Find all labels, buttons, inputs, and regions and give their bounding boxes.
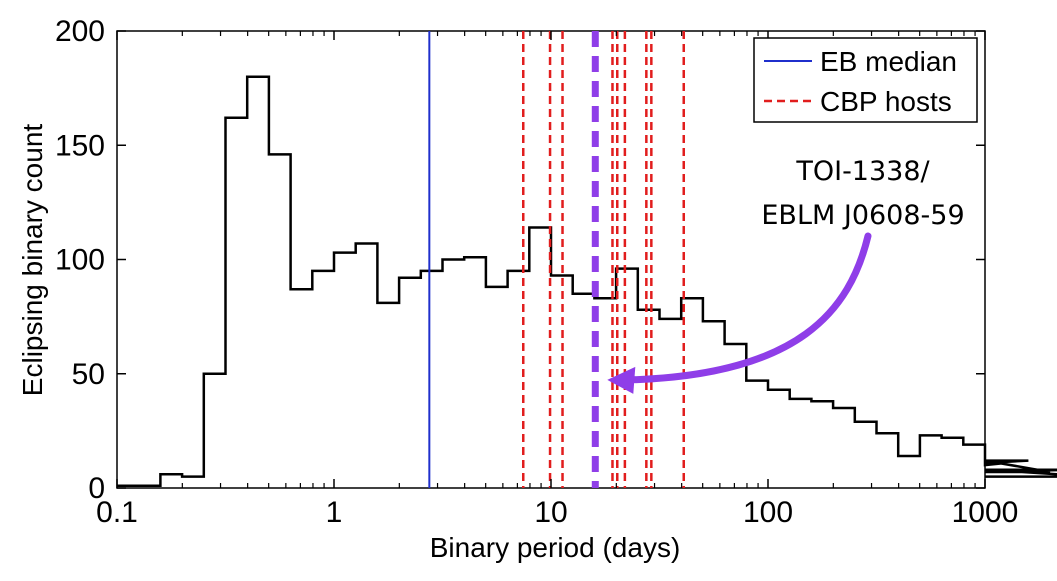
legend-box	[753, 37, 978, 123]
legend-label-eb-median: EB median	[820, 46, 957, 77]
x-tick-label-1000: 1000	[952, 496, 1019, 529]
y-tick-label-200: 200	[55, 15, 105, 48]
x-tick-label-100: 100	[743, 496, 793, 529]
y-tick-label-0: 0	[88, 472, 105, 505]
annotation-arrowhead	[607, 366, 636, 394]
histogram-layer	[117, 75, 1057, 487]
annotation-line-2: EBLM J0608-59	[761, 200, 964, 231]
x-axis-label: Binary period (days)	[430, 532, 681, 563]
y-tick-label-150: 150	[55, 129, 105, 162]
x-tick-label-0.1: 0.1	[96, 496, 138, 529]
annotation-line-1: TOI-1338/	[795, 156, 930, 187]
histogram-outline	[117, 75, 1057, 487]
x-tick-label-10: 10	[534, 496, 567, 529]
annotation: TOI-1338/ EBLM J0608-59	[607, 156, 965, 394]
legend: EB median CBP hosts	[753, 37, 978, 123]
y-tick-label-50: 50	[72, 358, 105, 391]
x-tick-label-1: 1	[326, 496, 343, 529]
ticks-layer: 0.1 1 10 100 1000 0 50 100 150 200	[55, 15, 1018, 529]
y-tick-label-100: 100	[55, 244, 105, 277]
legend-label-cbp-hosts: CBP hosts	[820, 86, 952, 117]
annotation-arrow	[625, 232, 872, 384]
vertical-lines-layer	[428, 31, 685, 488]
y-axis-label: Eclipsing binary count	[17, 124, 48, 397]
